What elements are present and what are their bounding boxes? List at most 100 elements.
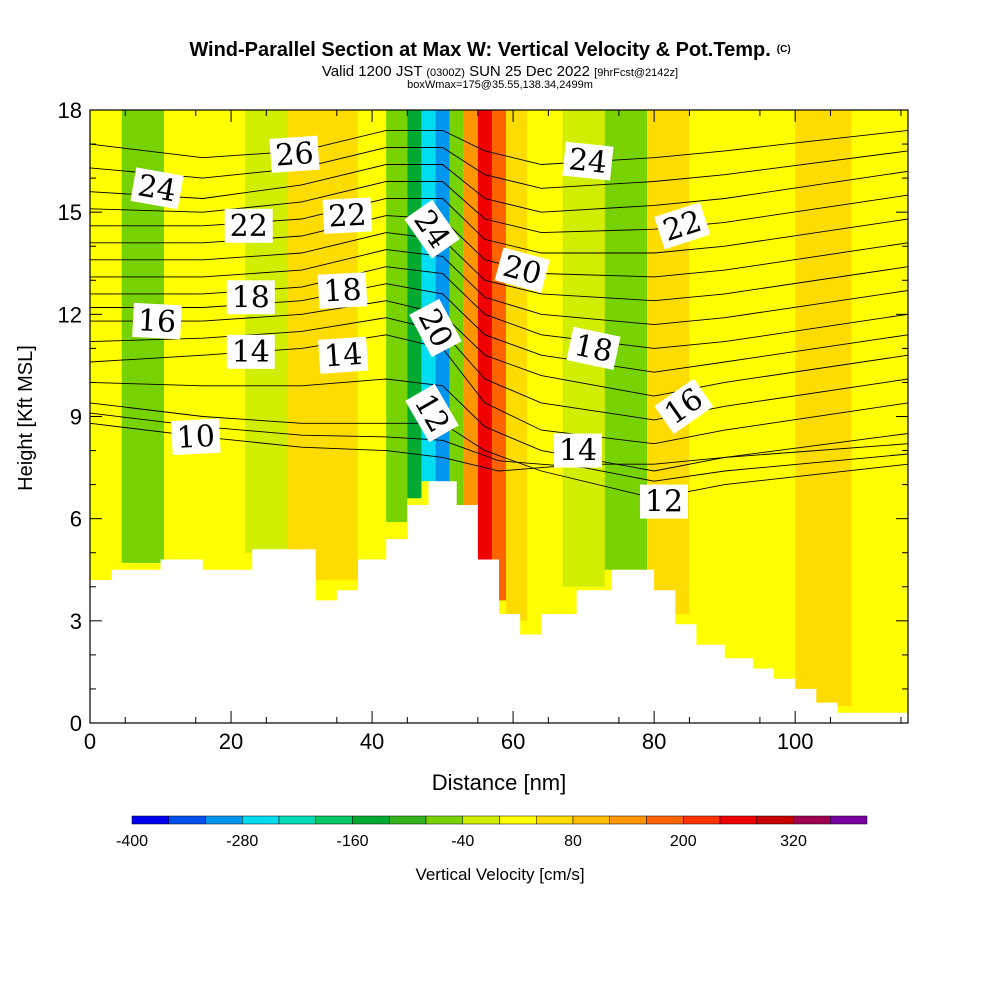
colorbar-label: Vertical Velocity [cm/s] [415, 865, 584, 884]
chart-subtitle: Valid 1200 JST (0300Z) SUN 25 Dec 2022 [… [322, 63, 678, 80]
contour-label-box [654, 378, 714, 434]
colorbar-segment [572, 815, 610, 825]
colorbar-segment [315, 815, 353, 825]
x-tick-label: 0 [84, 729, 96, 754]
contour-label-text: 14 [232, 335, 270, 370]
y-tick-label: 3 [70, 609, 82, 634]
contour-label-text: 12 [645, 485, 683, 520]
x-tick-label: 100 [777, 729, 814, 754]
contour-label: 10 [170, 418, 221, 456]
contour-label-text: 16 [137, 303, 177, 340]
contour-label: 24 [130, 167, 184, 210]
contour-label-text: 24 [135, 168, 179, 209]
velocity-field [90, 110, 908, 723]
x-axis-label: Distance [nm] [432, 770, 567, 795]
y-tick-label: 0 [70, 711, 82, 736]
velocity-cell [689, 110, 739, 652]
x-tick-label: 40 [360, 729, 384, 754]
y-tick-label: 15 [58, 200, 82, 225]
velocity-cell [795, 110, 852, 706]
contour-label: 12 [405, 383, 459, 443]
contour-label-text: 18 [323, 273, 363, 310]
contour-label-box [269, 135, 320, 173]
terrain-mask [90, 481, 908, 723]
y-axis-label: Height [Kft MSL] [15, 345, 37, 491]
colorbar-tick-label: -160 [336, 833, 368, 850]
contour-label: 22 [322, 197, 373, 235]
subtitle-utc: (0300Z) [426, 67, 465, 79]
contour-label-text: 14 [559, 434, 597, 469]
colorbar-segment [683, 815, 721, 825]
contour-label-text: 18 [571, 328, 616, 370]
contour-label-box [404, 199, 460, 259]
colorbar-segment [389, 815, 427, 825]
colorbar-segment [646, 815, 684, 825]
contour-label: 22 [224, 208, 273, 244]
axes: 0 20 40 60 80 100 0 3 6 9 12 15 18 [58, 98, 908, 754]
contour-label-box [130, 167, 184, 210]
velocity-cell [90, 110, 122, 570]
contour-label: 18 [226, 280, 275, 315]
contour-label: 16 [132, 302, 182, 340]
x-tick-label: 80 [642, 729, 666, 754]
subtitle-date: SUN 25 Dec 2022 [469, 63, 590, 80]
colorbar-segment [499, 815, 537, 825]
colorbar-segment [278, 815, 316, 825]
colorbar-segment [205, 815, 243, 825]
velocity-cell [527, 110, 563, 615]
theta-contour [90, 378, 908, 472]
theta-contour [90, 412, 908, 482]
velocity-cell [357, 110, 387, 553]
contour-label: 18 [566, 326, 621, 371]
velocity-cell [435, 110, 450, 485]
contour-label-box [494, 247, 550, 293]
subtitle-box: boxWmax=175@35.55,138.34,2499m [407, 79, 593, 91]
contour-label-box [318, 336, 369, 374]
colorbar-tick-label: 320 [780, 833, 807, 850]
chart-title-mark: (C) [777, 44, 791, 55]
theta-contour [90, 402, 908, 499]
velocity-cell [386, 110, 408, 523]
theta-contour [90, 232, 908, 302]
contour-label-box [562, 141, 614, 181]
contour-label-box [226, 334, 275, 369]
subtitle-valid: Valid 1200 JST [322, 63, 422, 80]
chart-title-text: Wind-Parallel Section at Max W: Vertical… [189, 39, 770, 61]
theta-contour [90, 164, 908, 213]
velocity-cell [477, 110, 492, 567]
colorbar-segment [425, 815, 463, 825]
colorbar-segment [131, 815, 169, 825]
velocity-cell [738, 110, 796, 676]
colorbar: -400 -280 -160 -40 80 200 320 [116, 815, 868, 850]
contour-label-text: 24 [567, 142, 609, 181]
contour-label-box [654, 202, 711, 250]
y-tick-label: 12 [58, 302, 82, 327]
contour-label-box [224, 208, 273, 243]
contour-label-box [554, 433, 602, 468]
colorbar-segment [352, 815, 390, 825]
y-tick-label: 18 [58, 98, 82, 123]
theta-contour [90, 147, 908, 189]
colorbar-tick-label: -400 [116, 833, 148, 850]
contour-label-box [170, 418, 221, 456]
contour-label-text: 10 [176, 419, 216, 456]
colorbar-segment [830, 815, 868, 825]
colorbar-segment [536, 815, 574, 825]
velocity-cell [407, 110, 422, 499]
theta-contour [90, 129, 908, 165]
contour-label: 26 [269, 135, 320, 174]
contour-label: 12 [640, 484, 688, 520]
contour-label: 14 [226, 334, 275, 370]
contour-label: 18 [317, 272, 368, 310]
y-tick-label: 9 [70, 405, 82, 430]
contour-label-text: 26 [274, 136, 315, 174]
colorbar-segment [462, 815, 500, 825]
colorbar-segment [756, 815, 794, 825]
colorbar-segment [719, 815, 757, 825]
velocity-cell [506, 110, 528, 621]
contour-label-text: 14 [323, 337, 364, 375]
colorbar-tick-label: 80 [564, 833, 582, 850]
